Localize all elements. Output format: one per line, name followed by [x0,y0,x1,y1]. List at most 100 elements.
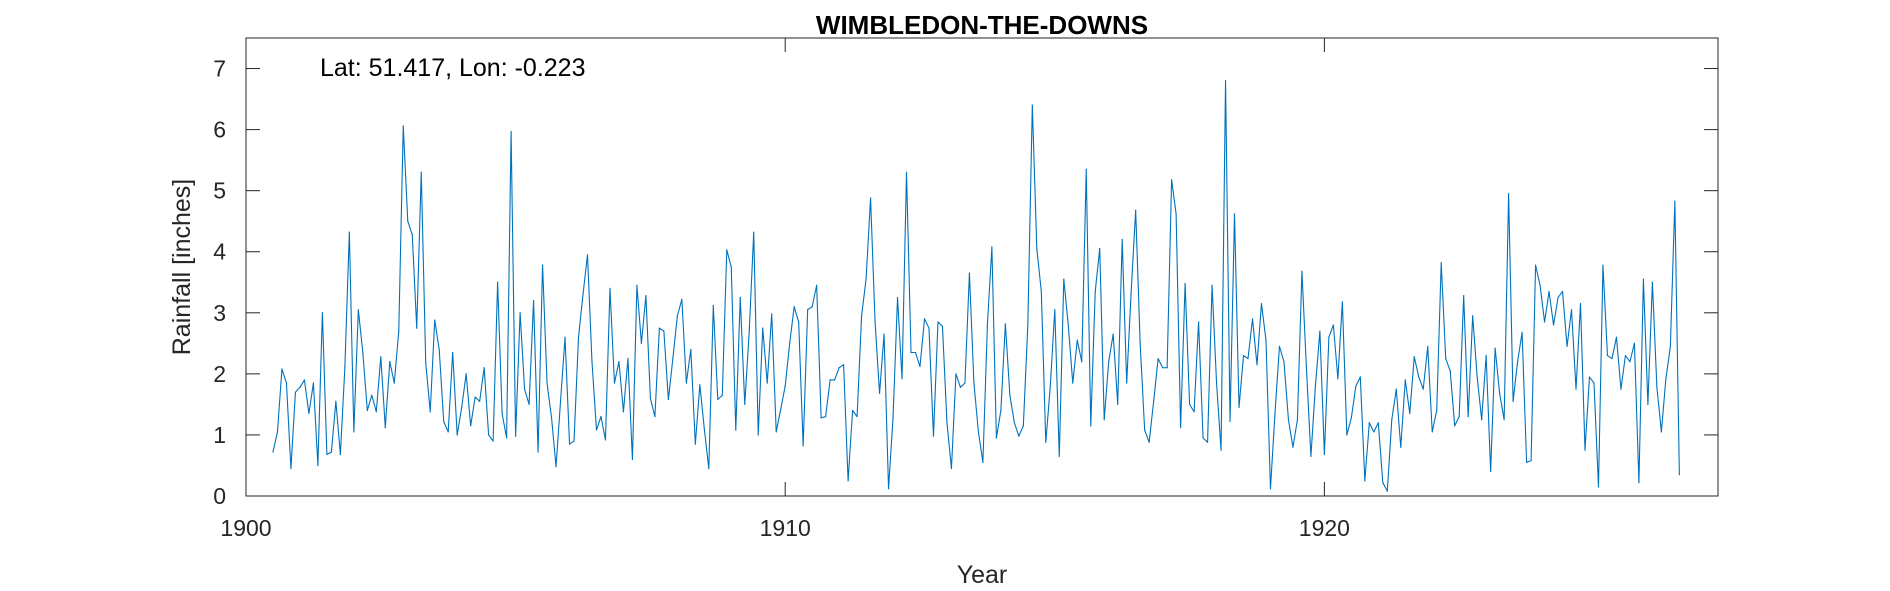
data-point [541,264,544,266]
data-point [1229,420,1231,423]
data-point [932,435,935,437]
data-point [946,422,948,424]
data-point [474,396,476,398]
data-point [546,382,548,384]
data-point [389,361,391,363]
data-point [1180,427,1182,429]
data-point [1099,248,1101,250]
data-point [883,333,885,335]
data-point [537,451,539,453]
data-point [1620,388,1622,390]
data-point [1135,209,1137,211]
data-point [1490,470,1492,473]
data-point [968,272,971,274]
data-point [1647,403,1649,405]
data-point [622,411,625,413]
data-point [1588,376,1591,378]
data-point [1391,419,1393,421]
data-point [1238,406,1240,409]
data-point [1301,270,1303,272]
data-point [1530,459,1532,462]
data-point [847,480,849,482]
data-point [658,327,660,329]
data-point [919,365,921,368]
y-tick-label: 3 [213,300,226,326]
data-point [896,296,899,299]
data-point [937,321,939,323]
data-point [1521,331,1523,333]
data-point [807,309,809,311]
data-point [1633,342,1636,344]
data-point [1283,361,1285,363]
data-point [730,266,732,268]
data-point [294,391,297,393]
data-point [636,284,638,286]
data-point [532,299,535,302]
data-point [1018,435,1020,437]
data-point [1508,193,1510,195]
data-point [771,313,773,315]
data-point [1009,394,1011,396]
data-point [497,281,499,283]
data-point [1570,309,1573,311]
plot-area [245,37,1719,497]
data-point [1049,385,1051,387]
data-point [1539,284,1541,286]
data-point [488,434,490,436]
data-point [1642,278,1645,280]
data-point [1310,455,1312,457]
data-point [690,348,692,351]
data-point [1517,361,1519,363]
data-point [878,392,881,395]
data-point [1638,481,1640,484]
data-point [685,382,687,384]
data-point [434,319,436,321]
data-point [784,385,786,387]
data-point [443,420,445,423]
data-point [411,234,413,236]
data-point [1427,345,1429,347]
y-tick-label: 4 [213,239,226,265]
data-point [1606,354,1609,357]
data-point [1171,179,1173,181]
data-point [425,362,427,364]
data-point [1651,281,1653,283]
data-point [905,171,908,173]
data-point [708,467,710,470]
data-point [1103,419,1105,421]
data-point [299,386,301,388]
data-point [1144,429,1146,431]
y-axis-label: Rainfall [inches] [168,179,196,355]
x-tick-label: 1910 [760,515,811,541]
data-point [820,417,822,419]
data-point [1256,364,1258,366]
data-point [748,330,750,332]
data-point [1319,330,1321,332]
data-point [1440,262,1442,264]
data-point [721,394,723,396]
rainfall-data-points [272,80,1680,492]
rainfall-series-line [272,80,1680,492]
data-point [582,293,584,296]
data-point [829,379,831,381]
data-point [1494,347,1496,349]
data-point [802,445,804,447]
data-point [1063,278,1065,280]
data-point [1431,431,1433,433]
data-point [384,427,386,429]
data-point [559,400,562,402]
data-point [1341,301,1343,303]
data-point [991,246,993,248]
data-point [986,324,988,326]
data-point [1472,315,1474,317]
data-point [1656,386,1658,388]
data-point [362,351,364,354]
data-point [941,325,944,327]
data-point [1076,339,1078,341]
data-point [1278,345,1281,347]
data-point [483,367,485,369]
data-point [398,330,400,332]
data-point [429,411,431,413]
data-point [1499,392,1501,395]
data-point [1085,168,1087,170]
